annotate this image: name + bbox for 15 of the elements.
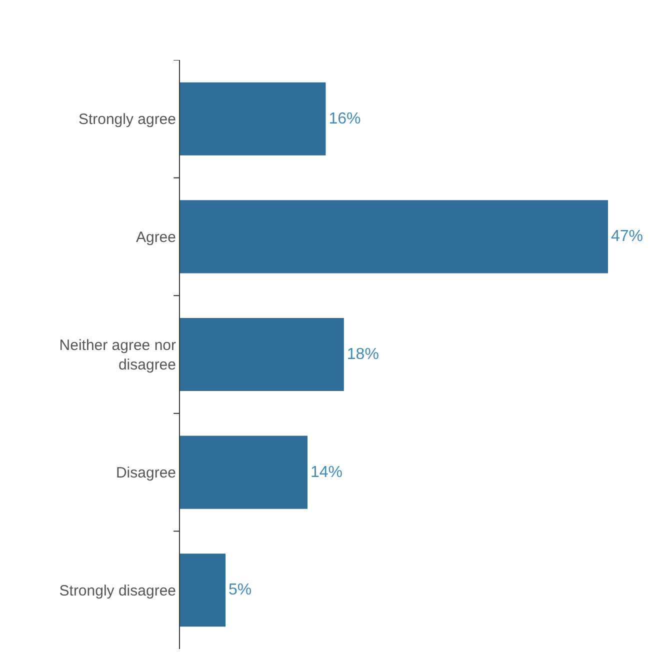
y-tick-label: Neither agree nor disagree: [59, 337, 176, 374]
data-label: 14%: [310, 464, 343, 481]
data-label: 18%: [346, 346, 379, 363]
bar: [180, 436, 308, 509]
y-tick-label: Strongly disagree: [59, 582, 176, 600]
data-label: 5%: [228, 582, 252, 599]
data-label: 47%: [611, 228, 644, 246]
data-label: 16%: [328, 110, 361, 128]
bar: [180, 82, 326, 156]
bar: [180, 554, 226, 627]
y-tick-label: Agree: [136, 228, 176, 246]
bar: [180, 318, 344, 392]
y-tick-label: Disagree: [116, 464, 176, 482]
bar: [180, 200, 608, 274]
y-tick-label: Strongly agree: [78, 111, 176, 128]
